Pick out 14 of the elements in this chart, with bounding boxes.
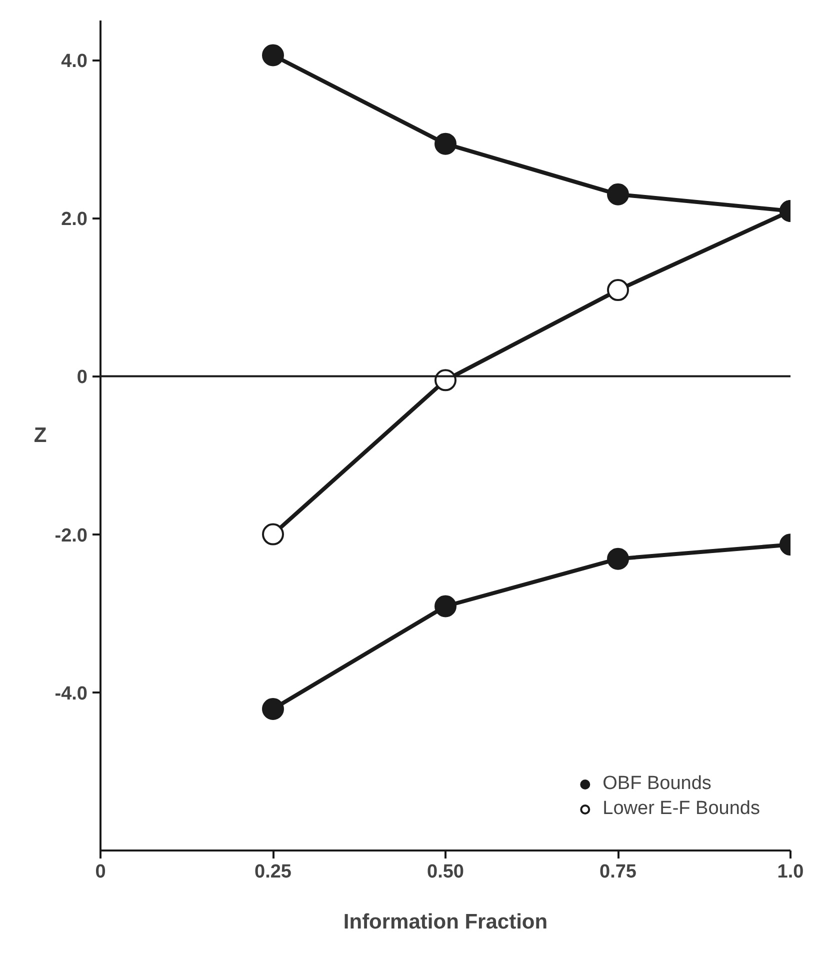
x-tick-label: 0.50 — [427, 862, 464, 882]
y-tick-label: -2.0 — [54, 525, 88, 546]
x-tick-label: 0.75 — [600, 862, 637, 882]
x-tick-label: 1.0 — [777, 862, 804, 882]
y-tick-label: 4.0 — [61, 51, 88, 72]
x-axis-title: Information Fraction — [343, 910, 548, 934]
y-tick-label: 0 — [76, 367, 88, 388]
y-tick-label: -4.0 — [54, 683, 88, 704]
y-tick-label: 2.0 — [61, 209, 88, 230]
x-tick-label: 0 — [95, 862, 106, 882]
legend-label: Lower E-F Bounds — [602, 798, 760, 820]
y-axis-title: Z — [34, 424, 47, 447]
x-tick-label: 0.25 — [254, 862, 292, 882]
legend-label: OBF Bounds — [602, 773, 712, 795]
